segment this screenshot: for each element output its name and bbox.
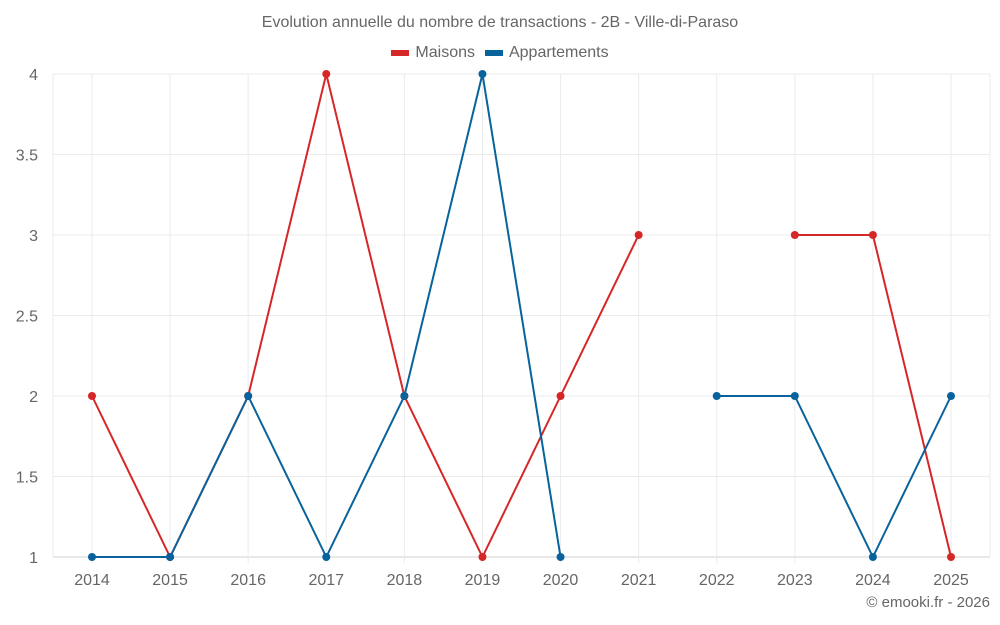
- data-point[interactable]: [947, 392, 955, 400]
- x-tick-label: 2014: [74, 572, 110, 589]
- data-point[interactable]: [712, 392, 721, 400]
- series-lines: [88, 70, 955, 561]
- legend-item-appartements[interactable]: Appartements: [484, 44, 609, 62]
- maisons-swatch-icon: [391, 50, 410, 56]
- x-tick-label: 2023: [777, 572, 813, 589]
- series-appartements: [88, 70, 955, 561]
- x-tick-label: 2020: [543, 572, 579, 589]
- data-point[interactable]: [478, 70, 487, 78]
- axes: 1 1.5 2 2.5 3 3.5 4 2014 2015 2016 2017 2018 2019 202…: [16, 67, 969, 589]
- x-tick-label: 2025: [933, 572, 969, 589]
- data-point[interactable]: [868, 231, 877, 239]
- y-tick-label: 2: [29, 389, 38, 406]
- credit-text: © emooki.fr - 2026: [866, 594, 990, 611]
- data-point[interactable]: [478, 553, 487, 561]
- y-tick-label: 1: [29, 550, 38, 567]
- data-point[interactable]: [947, 553, 955, 561]
- x-tick-label: 2016: [230, 572, 266, 589]
- chart-title: Evolution annuelle du nombre de transact…: [261, 14, 739, 31]
- data-point[interactable]: [88, 553, 96, 561]
- data-point[interactable]: [868, 553, 877, 561]
- data-point[interactable]: [556, 553, 565, 561]
- data-point[interactable]: [790, 231, 799, 239]
- data-point[interactable]: [88, 392, 96, 400]
- x-tick-label: 2019: [465, 572, 501, 589]
- data-point[interactable]: [790, 392, 799, 400]
- data-point[interactable]: [322, 553, 331, 561]
- x-tick-label: 2021: [621, 572, 657, 589]
- x-tick-label: 2024: [855, 572, 891, 589]
- y-tick-label: 2.5: [16, 309, 38, 326]
- data-point[interactable]: [634, 231, 643, 239]
- data-point[interactable]: [322, 70, 331, 78]
- data-point[interactable]: [556, 392, 565, 400]
- data-point[interactable]: [244, 392, 253, 400]
- y-tick-label: 3: [29, 228, 38, 245]
- x-tick-label: 2017: [308, 572, 344, 589]
- legend-label-maisons: Maisons: [415, 44, 475, 61]
- grid-lines: [52, 73, 991, 563]
- x-tick-label: 2022: [699, 572, 735, 589]
- appartements-swatch-icon: [484, 50, 503, 56]
- legend-label-appartements: Appartements: [508, 44, 609, 61]
- legend: Maisons Appartements: [0, 44, 1000, 62]
- legend-item-maisons[interactable]: Maisons: [391, 44, 475, 62]
- x-tick-label: 2015: [152, 572, 188, 589]
- y-tick-label: 1.5: [16, 470, 38, 487]
- y-tick-label: 4: [29, 67, 38, 84]
- data-point[interactable]: [400, 392, 409, 400]
- x-tick-label: 2018: [387, 572, 423, 589]
- y-tick-label: 3.5: [16, 148, 38, 165]
- data-point[interactable]: [166, 553, 175, 561]
